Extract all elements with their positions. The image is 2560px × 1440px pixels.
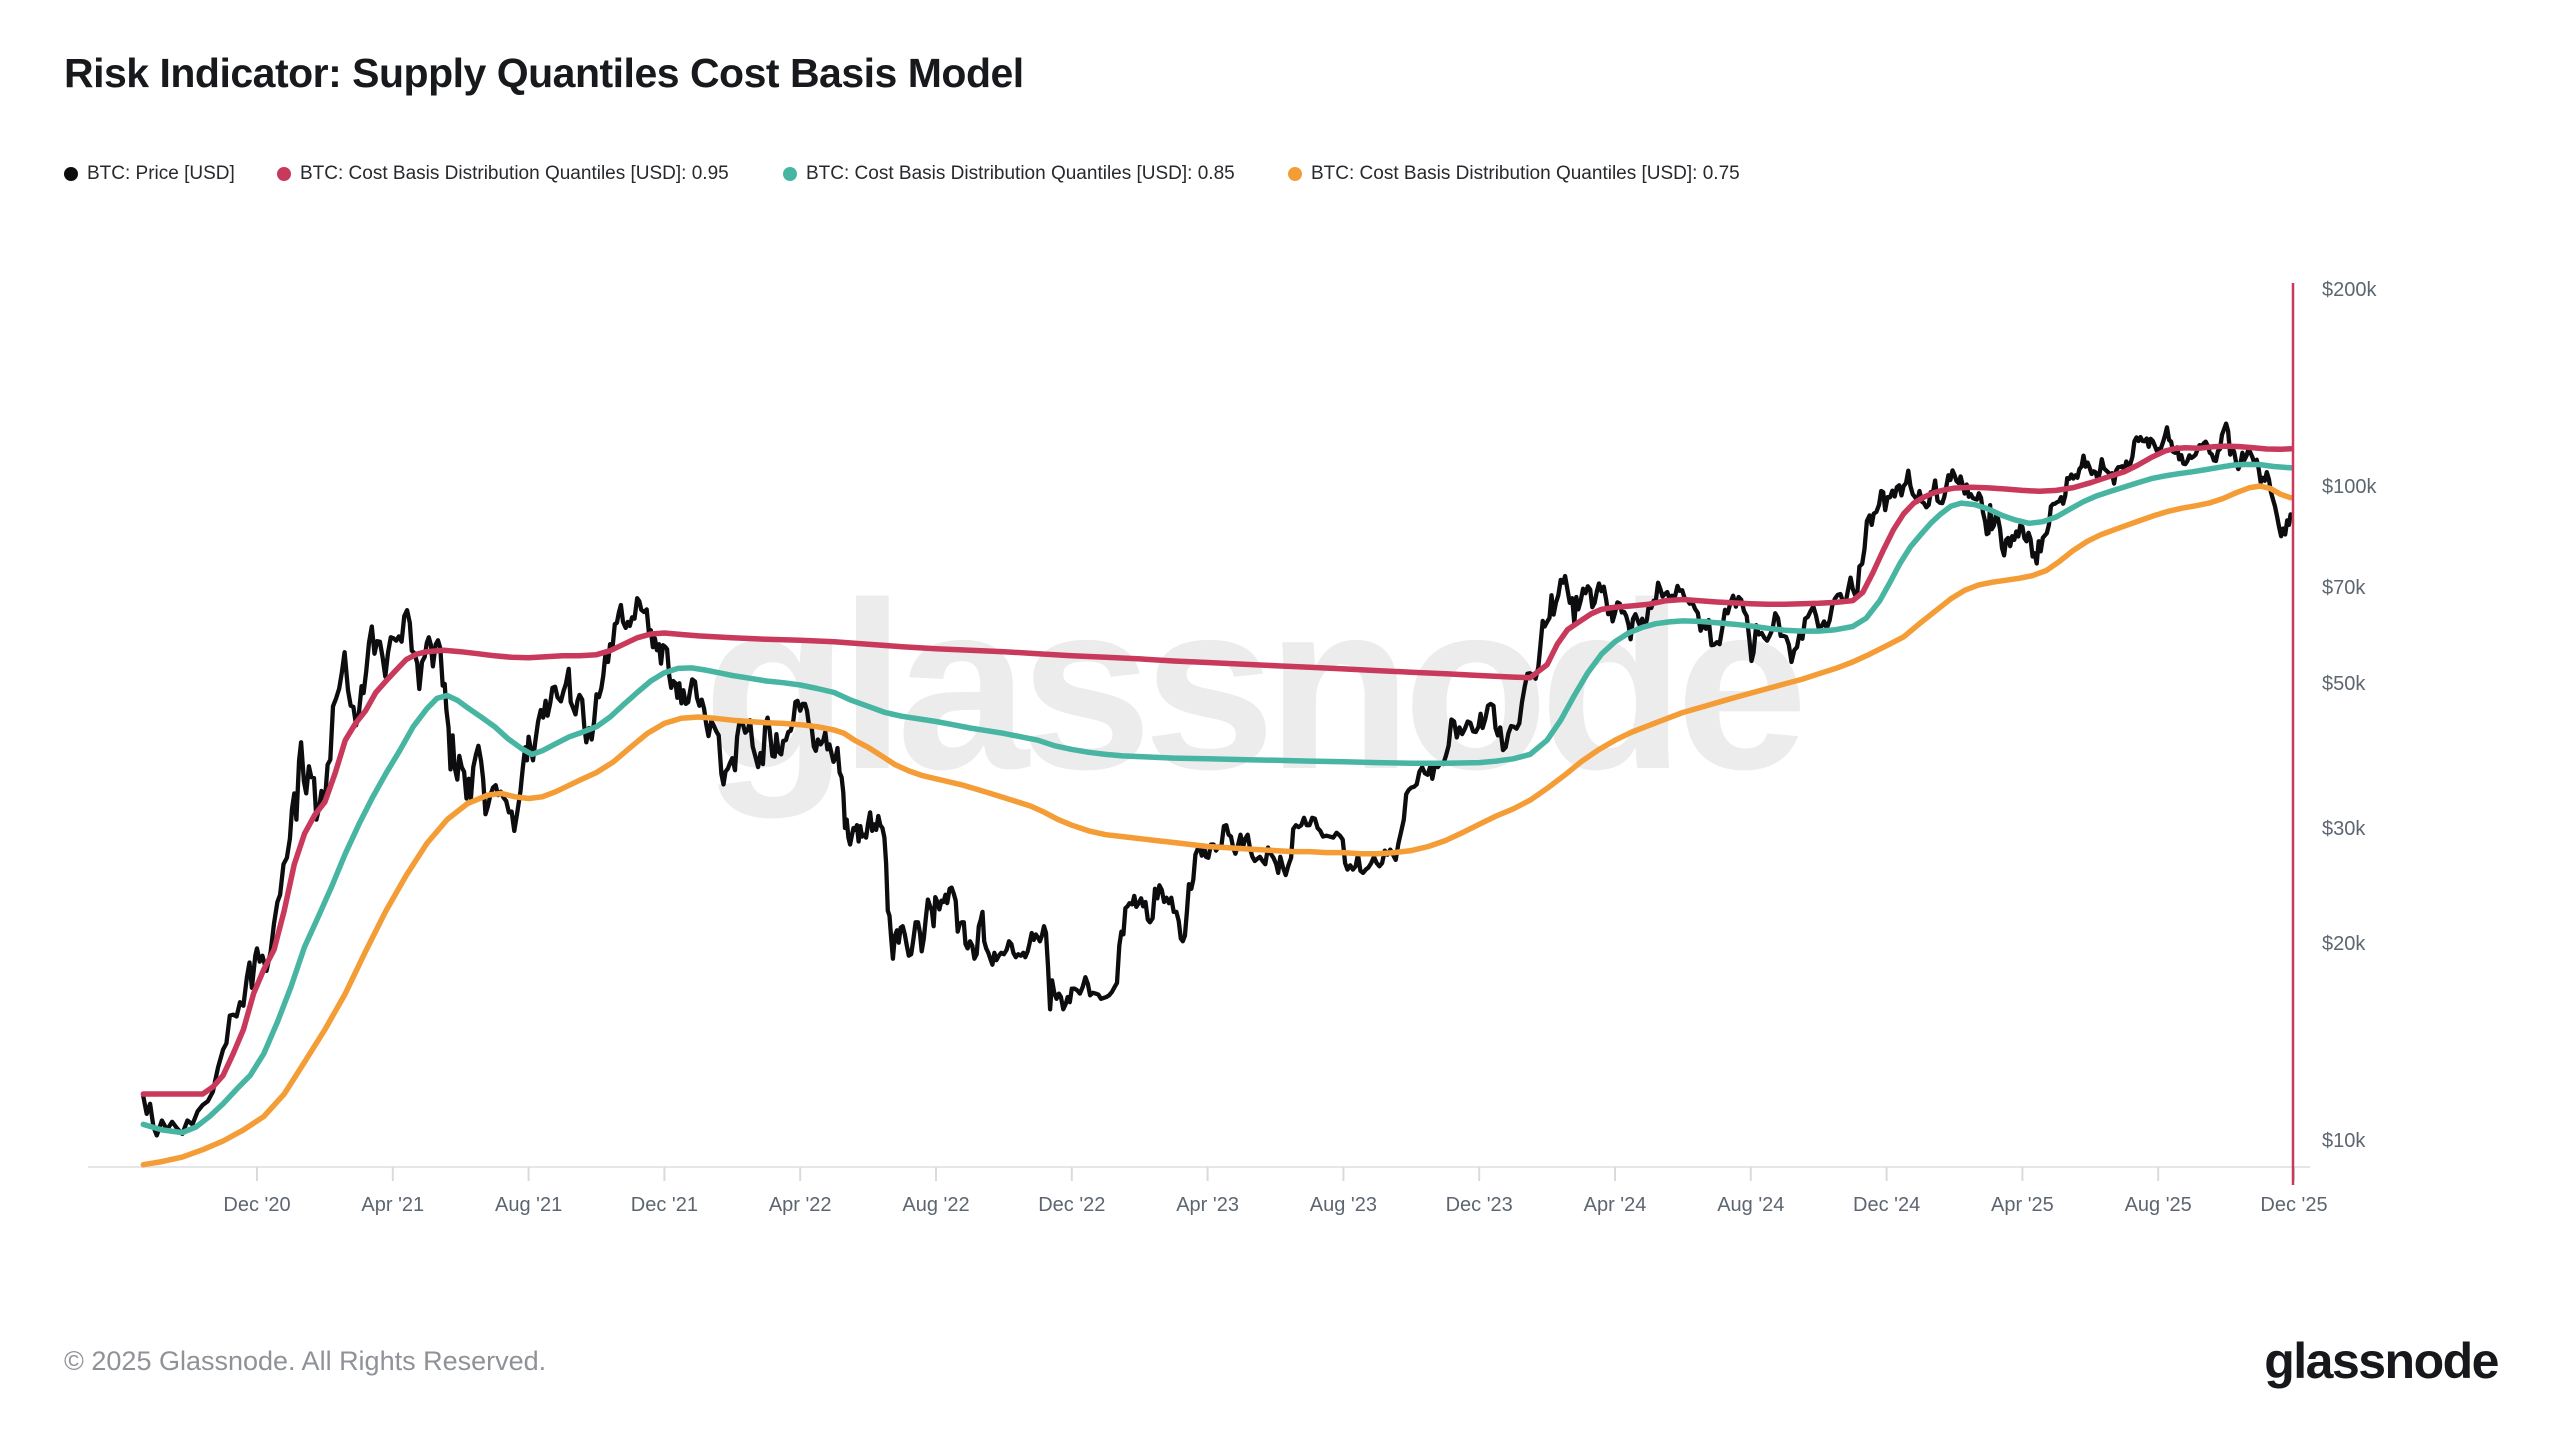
x-axis-label: Apr '23: [1176, 1194, 1239, 1216]
glassnode-logo: glassnode: [2264, 1333, 2499, 1389]
x-axis-label: Aug '24: [1717, 1194, 1785, 1216]
x-axis-label: Dec '25: [2260, 1194, 2328, 1216]
footer-copyright: © 2025 Glassnode. All Rights Reserved.: [64, 1346, 547, 1376]
legend-item-price[interactable]: BTC: Price [USD]: [64, 160, 235, 188]
x-axis-label: Aug '22: [902, 1194, 970, 1216]
x-axis-label: Dec '23: [1445, 1194, 1513, 1216]
chart-title: Risk Indicator: Supply Quantiles Cost Ba…: [64, 50, 1024, 96]
series-q95-line: [140, 443, 2294, 1097]
x-axis-label: Aug '21: [494, 1194, 563, 1216]
legend-item-label: BTC: Cost Basis Distribution Quantiles […: [1311, 163, 1740, 184]
legend-dot-icon: [783, 167, 797, 181]
x-axis-labels: Dec '20 Apr '21 Aug '21 Dec '21 Apr '22 Aug '…: [0, 1192, 2560, 1222]
legend-item-q75[interactable]: BTC: Cost Basis Distribution Quantiles […: [1288, 160, 1740, 188]
series-q85-line: [140, 461, 2294, 1136]
legend-item-label: BTC: Price [USD]: [87, 163, 235, 184]
legend-dot-icon: [1288, 167, 1302, 181]
legend-item-label: BTC: Cost Basis Distribution Quantiles […: [300, 163, 729, 184]
x-axis-label: Dec '20: [223, 1194, 291, 1216]
series-q75-line: [140, 483, 2294, 1168]
x-axis-label: Apr '22: [768, 1194, 832, 1216]
x-axis-label: Apr '25: [1991, 1194, 2054, 1216]
x-axis-label: Apr '21: [361, 1194, 425, 1216]
series-price-line: [141, 421, 2293, 1138]
x-axis-label: Dec '22: [1038, 1194, 1106, 1216]
legend-dot-icon: [277, 167, 291, 181]
legend-dot-icon: [64, 167, 78, 181]
x-axis-label: Dec '24: [1853, 1194, 1921, 1216]
legend: BTC: Price [USD] BTC: Cost Basis Distribu…: [0, 160, 2560, 190]
x-axis-label: Aug '25: [2124, 1194, 2192, 1216]
legend-item-q95[interactable]: BTC: Cost Basis Distribution Quantiles […: [277, 160, 729, 188]
x-axis-label: Apr '24: [1583, 1194, 1647, 1216]
legend-item-label: BTC: Cost Basis Distribution Quantiles […: [806, 163, 1235, 184]
legend-item-q85[interactable]: BTC: Cost Basis Distribution Quantiles […: [783, 160, 1235, 188]
x-axis-label: Aug '23: [1309, 1194, 1377, 1216]
x-axis-label: Dec '21: [630, 1194, 698, 1216]
